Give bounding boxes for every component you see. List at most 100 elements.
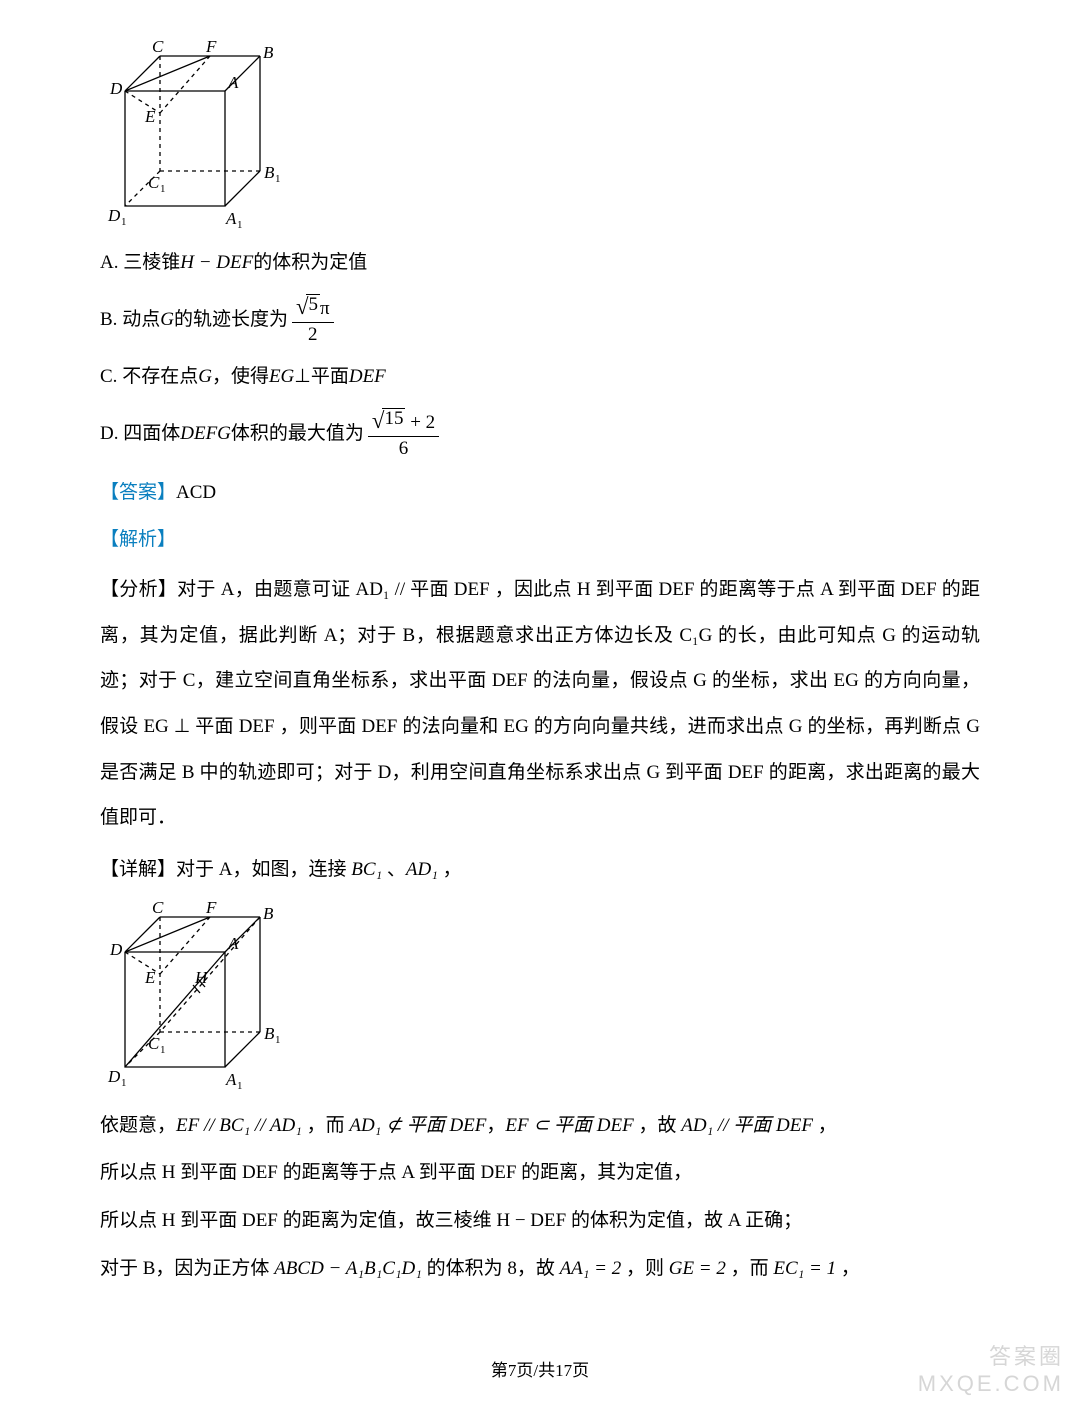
option-b-num-after: π — [320, 298, 330, 319]
svg-text:B: B — [263, 43, 274, 62]
option-c-mid2: 平面 — [311, 358, 349, 396]
svg-text:E: E — [144, 968, 156, 987]
svg-text:A: A — [225, 1070, 237, 1089]
d1i: ， — [813, 1115, 837, 1136]
d1b: EF // BC₁ // AD₁ — [176, 1115, 302, 1136]
detail-line-1: 依题意，EF // BC₁ // AD₁ ，而 AD₁ ⊄ 平面 DEF，EF … — [100, 1105, 980, 1147]
option-c-expr2: DEF — [349, 358, 386, 396]
svg-text:A: A — [227, 934, 239, 953]
option-b-prefix: B. — [100, 301, 117, 339]
svg-text:D: D — [109, 79, 123, 98]
svg-text:A: A — [227, 73, 239, 92]
d4g: ，而 — [726, 1258, 774, 1279]
d1e: ， — [486, 1115, 505, 1136]
option-d-sqrt: 15 — [382, 408, 405, 433]
option-b: B. 动点 G 的轨迹长度为 √5π 2 — [100, 294, 980, 346]
svg-text:B: B — [264, 1024, 275, 1043]
analysis-para2-label: 【详解】 — [100, 859, 176, 880]
d1g: ，故 — [634, 1115, 682, 1136]
option-c: C. 不存在点 G ，使得 EG ⊥ 平面 DEF — [100, 358, 980, 396]
svg-text:1: 1 — [121, 216, 127, 228]
analysis-para2-end: ， — [438, 859, 462, 880]
option-b-mid: 的轨迹长度为 — [174, 301, 288, 339]
option-b-sqrt: 5 — [306, 294, 320, 319]
cube-diagram-2: C F B D A E H C1 B1 D1 A1 — [100, 897, 300, 1097]
analysis-label-line: 【解析】 — [100, 519, 980, 561]
option-a-before: 三棱锥 — [123, 244, 180, 282]
analysis-para2-expr2: AD₁ — [406, 859, 438, 880]
analysis-para1-text: 对于 A，由题意可证 AD₁ // 平面 DEF ，因此点 H 到平面 DEF … — [100, 579, 980, 828]
option-b-before: 动点 — [122, 301, 160, 339]
analysis-para2-intro: 对于 A，如图，连接 — [176, 859, 351, 880]
d4e: ，则 — [621, 1258, 669, 1279]
d4c: 的体积为 8，故 — [422, 1258, 560, 1279]
svg-text:B: B — [264, 163, 275, 182]
svg-text:A: A — [225, 209, 237, 228]
option-b-var: G — [160, 301, 174, 339]
page-root: C F B D A E C1 B1 D1 A1 A. 三棱锥 H − DEF 的… — [0, 0, 1080, 1411]
option-c-var: G — [198, 358, 212, 396]
answer-value: ACD — [176, 482, 216, 503]
watermark-line1: 答案圈 — [918, 1344, 1064, 1370]
d4b: ABCD − A₁B₁C₁D₁ — [274, 1258, 422, 1279]
answer-label: 【答案】 — [100, 482, 176, 503]
svg-text:1: 1 — [237, 1080, 243, 1092]
d4a: 对于 B，因为正方体 — [100, 1258, 274, 1279]
answer-line: 【答案】ACD — [100, 472, 980, 514]
svg-text:C: C — [152, 898, 164, 917]
analysis-para2-intro-line: 【详解】对于 A，如图，连接 BC₁ 、AD₁ ， — [100, 849, 980, 891]
option-d-before: 四面体 — [123, 415, 180, 453]
option-c-expr1: EG — [269, 358, 294, 396]
svg-text:1: 1 — [237, 219, 243, 231]
svg-text:C: C — [152, 37, 164, 56]
analysis-para2-sep: 、 — [382, 859, 406, 880]
d1f: EF ⊂ 平面 DEF — [505, 1115, 633, 1136]
analysis-para2-expr1: BC₁ — [351, 859, 382, 880]
option-c-perp: ⊥ — [294, 358, 311, 396]
option-a: A. 三棱锥 H − DEF 的体积为定值 — [100, 244, 980, 282]
svg-text:1: 1 — [160, 183, 166, 195]
option-a-prefix: A. — [100, 244, 118, 282]
watermark: 答案圈 MXQE.COM — [918, 1344, 1064, 1397]
option-d-frac: √15 + 2 6 — [368, 408, 439, 460]
d1c: ，而 — [302, 1115, 350, 1136]
svg-text:E: E — [144, 107, 156, 126]
svg-text:D: D — [107, 1067, 121, 1086]
svg-text:D: D — [109, 940, 123, 959]
svg-text:F: F — [205, 37, 217, 56]
svg-text:1: 1 — [275, 173, 281, 185]
option-a-expr: H − DEF — [180, 244, 253, 282]
d1a: 依题意， — [100, 1115, 176, 1136]
analysis-label: 【解析】 — [100, 529, 176, 550]
detail-line-2: 所以点 H 到平面 DEF 的距离等于点 A 到平面 DEF 的距离，其为定值， — [100, 1152, 980, 1194]
watermark-line2: MXQE.COM — [918, 1371, 1064, 1397]
option-d-num-after: + 2 — [405, 412, 435, 433]
analysis-para1-label: 【分析】 — [100, 579, 177, 600]
d2: 所以点 H 到平面 DEF 的距离等于点 A 到平面 DEF 的距离，其为定值， — [100, 1162, 692, 1183]
option-d-mid: 体积的最大值为 — [231, 415, 364, 453]
option-d: D. 四面体 DEFG 体积的最大值为 √15 + 2 6 — [100, 408, 980, 460]
option-d-expr: DEFG — [180, 415, 231, 453]
d4d: AA₁ = 2 — [560, 1258, 622, 1279]
d4h: EC₁ = 1 — [773, 1258, 836, 1279]
d1h: AD₁ // 平面 DEF — [681, 1115, 813, 1136]
analysis-para1: 【分析】对于 A，由题意可证 AD₁ // 平面 DEF ，因此点 H 到平面 … — [100, 567, 980, 841]
option-a-after: 的体积为定值 — [253, 244, 367, 282]
d1d: AD₁ ⊄ 平面 DEF — [349, 1115, 486, 1136]
svg-text:C: C — [148, 173, 160, 192]
svg-text:B: B — [263, 904, 274, 923]
option-c-before: 不存在点 — [122, 358, 198, 396]
svg-text:1: 1 — [275, 1034, 281, 1046]
option-d-den: 6 — [395, 437, 413, 460]
option-d-prefix: D. — [100, 415, 118, 453]
d3: 所以点 H 到平面 DEF 的距离为定值，故三棱维 H − DEF 的体积为定值… — [100, 1210, 802, 1231]
svg-text:F: F — [205, 898, 217, 917]
svg-text:D: D — [107, 206, 121, 225]
option-b-frac: √5π 2 — [292, 294, 334, 346]
svg-text:C: C — [148, 1034, 160, 1053]
detail-line-3: 所以点 H 到平面 DEF 的距离为定值，故三棱维 H − DEF 的体积为定值… — [100, 1200, 980, 1242]
svg-text:1: 1 — [160, 1044, 166, 1056]
svg-text:H: H — [194, 968, 209, 987]
detail-line-4: 对于 B，因为正方体 ABCD − A₁B₁C₁D₁ 的体积为 8，故 AA₁ … — [100, 1248, 980, 1290]
d4i: ， — [836, 1258, 860, 1279]
